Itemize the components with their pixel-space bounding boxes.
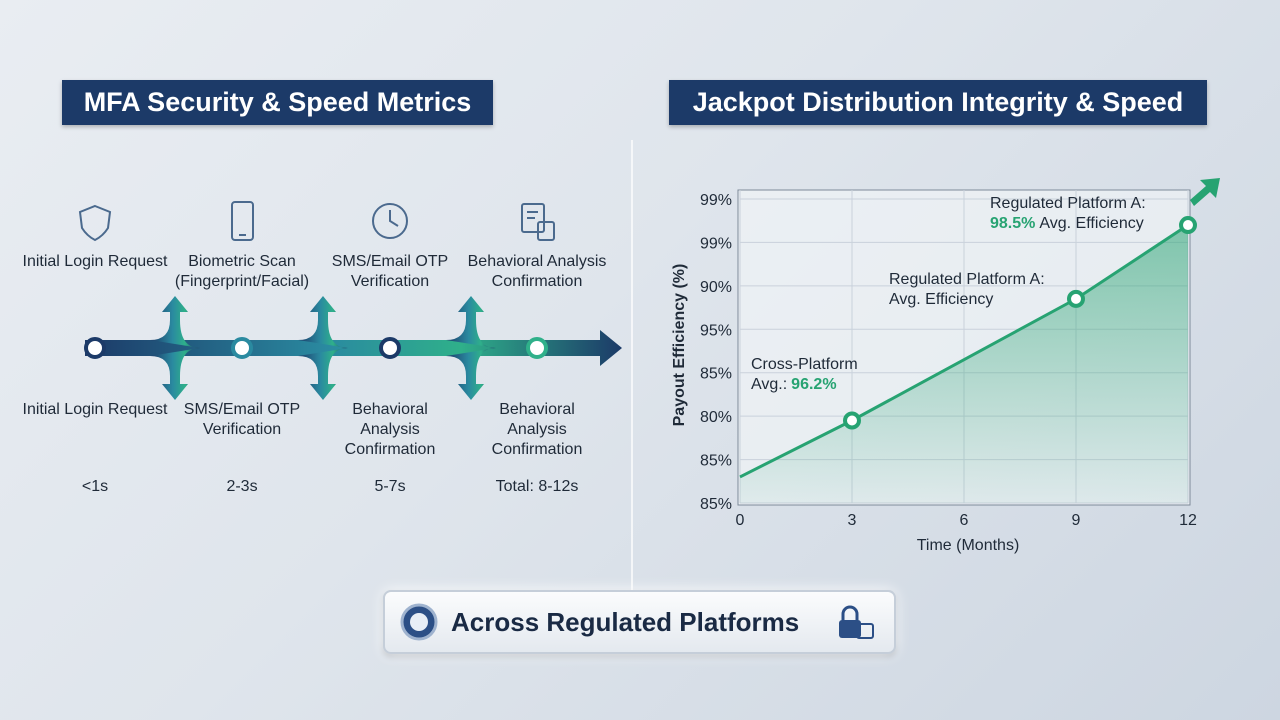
point: [1179, 216, 1197, 235]
annotation-tail: Avg.:: [751, 376, 787, 393]
x-tick-label: 12: [1179, 512, 1197, 529]
step-time: Total: 8-12s: [495, 478, 579, 495]
x-tick-label: 9: [1072, 512, 1081, 529]
y-tick-label: 99%: [700, 192, 732, 209]
chart-title: Jackpot Distribution Integrity & Speed: [669, 80, 1207, 125]
annotation-tail: Avg. Efficiency: [889, 291, 993, 308]
y-tick-label: 85%: [700, 453, 732, 470]
step-label: Behavioral Analysis Confirmation: [491, 401, 583, 458]
annotation: Cross-Platform Avg.: 96.2%: [751, 356, 858, 393]
y-tick-label: 85%: [700, 366, 732, 383]
step-label: Initial Login Request: [22, 401, 168, 418]
y-tick-label: 95%: [700, 322, 732, 339]
x-tick-label: 6: [960, 512, 969, 529]
point: [1067, 289, 1085, 308]
y-tick-label: 80%: [700, 409, 732, 426]
annotation-head: Cross-Platform: [751, 356, 858, 373]
annotation: Regulated Platform A: Avg. Efficiency: [889, 271, 1045, 308]
step-label: Behavioral Analysis Confirmation: [467, 253, 607, 290]
flow-nodes: [84, 337, 548, 359]
trend-arrow: [1190, 178, 1220, 206]
annotation-head: Regulated Platform A:: [990, 195, 1146, 212]
step-label: Initial Login Request: [22, 253, 168, 270]
flow-arrow: [85, 330, 622, 366]
annotation-value: 96.2%: [791, 376, 836, 393]
seal-icon: [400, 603, 438, 641]
y-tick-label: 99%: [700, 235, 732, 252]
annotation-tail: Avg. Efficiency: [1039, 215, 1143, 232]
clock-icon: [372, 203, 408, 239]
annotation-head: Regulated Platform A:: [889, 271, 1045, 288]
point: [843, 411, 861, 430]
step-time: 5-7s: [374, 478, 406, 495]
step-label: Biometric Scan (Fingerprint/Facial): [174, 253, 310, 290]
step-label: Behavioral Analysis Confirmation: [344, 401, 436, 458]
branch-arrows: [150, 296, 496, 400]
step-time: <1s: [81, 478, 109, 495]
chart: 85% 85% 80% 85% 95% 90% 99% 99% 0 3 6 9 12: [700, 190, 1197, 529]
x-axis-label: Time (Months): [917, 537, 1020, 554]
line: [739, 223, 1189, 479]
mfa-title: MFA Security & Speed Metrics: [62, 80, 493, 125]
area: [740, 225, 1188, 504]
y-tick-label: 85%: [700, 496, 732, 513]
doc-icon: [521, 203, 555, 241]
annotation: Regulated Platform A: 98.5% Avg. Efficienc…: [990, 195, 1146, 232]
y-tick-label: 90%: [700, 279, 732, 296]
annotation-value: 98.5%: [990, 215, 1035, 232]
x-tick-label: 0: [736, 512, 745, 529]
y-axis-label: Payout Efficiency (%): [671, 264, 688, 427]
step-label: SMS/Email OTP Verification: [331, 253, 449, 290]
step-time: 2-3s: [226, 478, 258, 495]
x-tick-label: 3: [848, 512, 857, 529]
phone-icon: [231, 201, 254, 241]
step-label: SMS/Email OTP Verification: [183, 401, 301, 438]
footer-badge: Across Regulated Platforms: [383, 590, 896, 654]
lock-icon: [839, 605, 874, 639]
shield-icon: [78, 204, 112, 242]
footer-text: Across Regulated Platforms: [451, 607, 800, 637]
